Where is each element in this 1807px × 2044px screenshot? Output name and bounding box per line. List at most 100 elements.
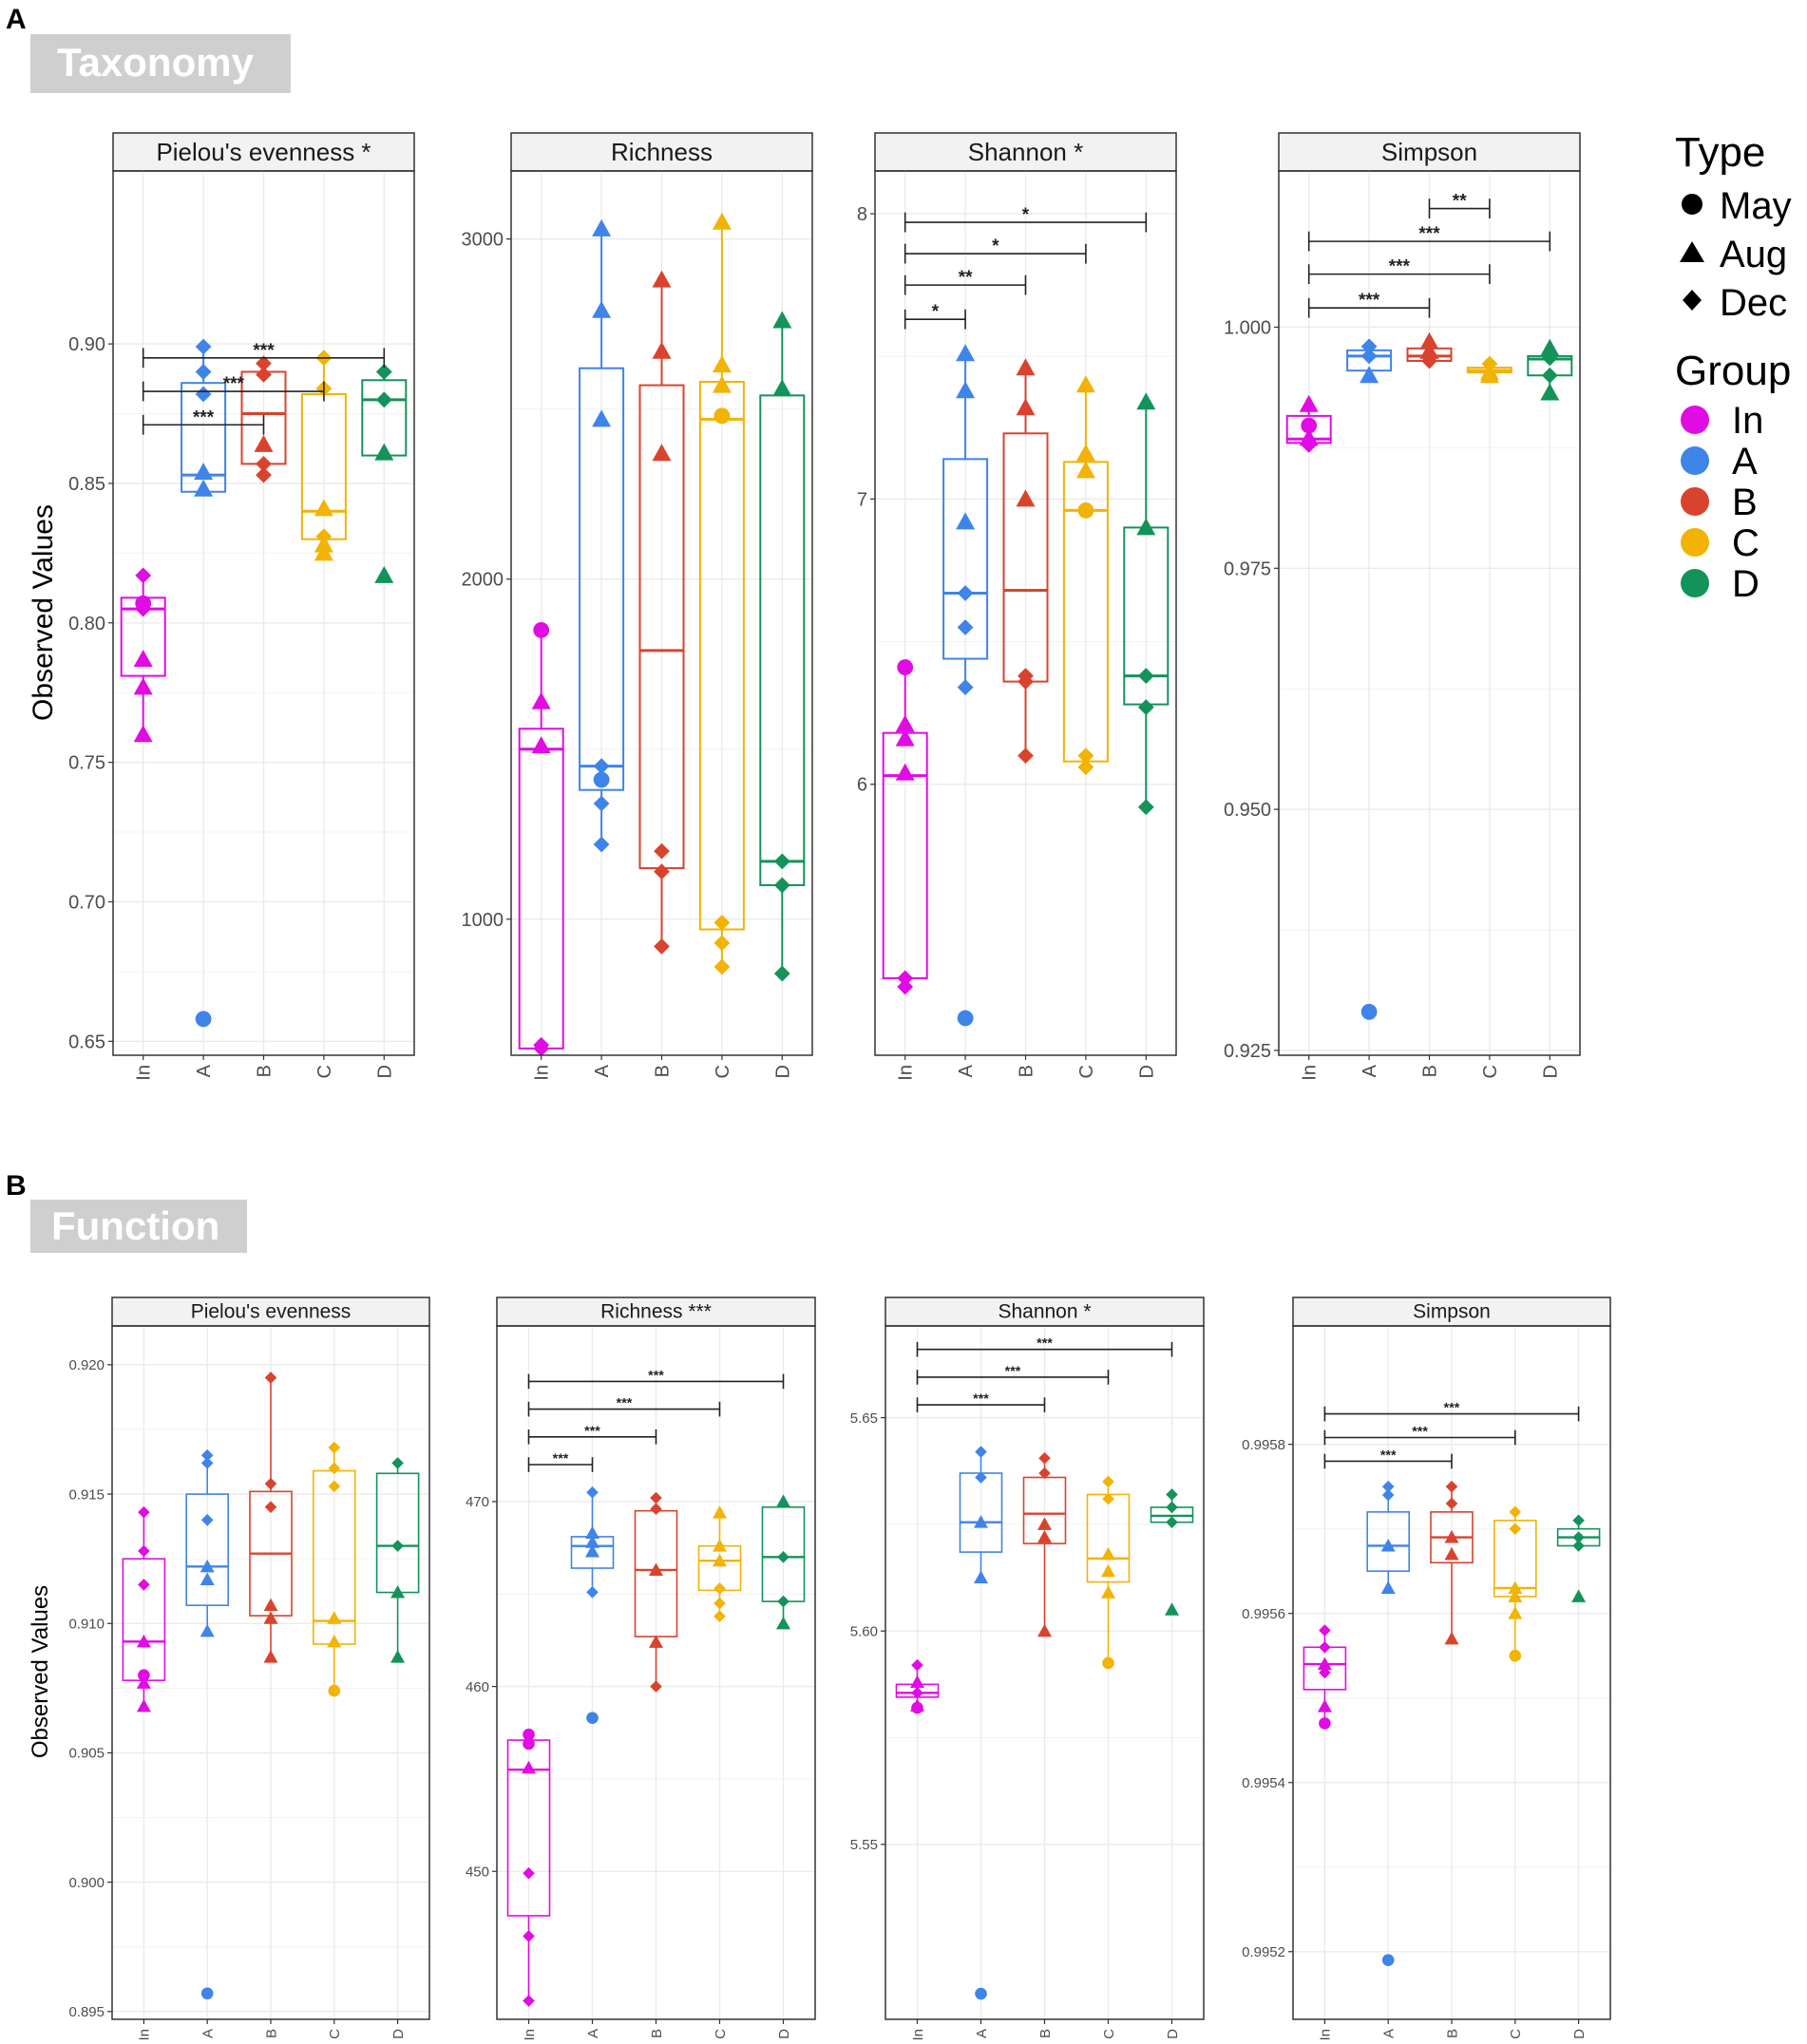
- panel-1: Pielou's evenness * 0.65 0.70 0.75 0.80 0.85 0…: [68, 132, 415, 1081]
- data-point-triangle: [772, 379, 792, 397]
- data-point-diamond: [654, 938, 670, 955]
- panel-strip: [884, 1296, 1205, 1327]
- data-point-diamond: [1038, 1451, 1051, 1465]
- y-tick-label: 0.900: [68, 1875, 105, 1891]
- data-point-diamond: [1360, 338, 1378, 355]
- data-point-diamond: [256, 466, 272, 483]
- data-point-triangle: [374, 565, 394, 583]
- data-point-diamond: [1509, 1523, 1522, 1535]
- data-point-triangle: [895, 763, 915, 781]
- y-tick-label: 0.920: [68, 1357, 105, 1373]
- data-point-triangle: [895, 714, 915, 732]
- data-point-diamond: [654, 842, 670, 860]
- y-tick-label: 0.915: [68, 1486, 105, 1503]
- data-point-triangle: [910, 1675, 924, 1689]
- data-point-diamond: [713, 914, 731, 931]
- data-point-triangle: [133, 677, 153, 695]
- data-point-triangle: [133, 649, 153, 667]
- data-point-circle: [138, 1669, 150, 1682]
- data-point-triangle: [390, 1650, 406, 1663]
- data-point-triangle: [194, 479, 214, 497]
- x-tick-label: B: [1037, 2029, 1054, 2038]
- data-point-diamond: [957, 679, 974, 695]
- x-tick-label: D: [776, 2029, 792, 2039]
- data-point-diamond: [773, 965, 790, 982]
- panel-8: Simpson 0.9952 0.9954 0.9956 0.9958 In A B C D ***…: [1242, 1296, 1611, 2041]
- data-point-diamond: [264, 1372, 277, 1384]
- legend-group-title: Group: [1675, 348, 1791, 394]
- data-point-triangle: [263, 1598, 278, 1612]
- data-point-triangle: [136, 1634, 151, 1648]
- data-point-diamond: [195, 386, 212, 403]
- data-point-diamond: [773, 853, 790, 870]
- significance-label: ***: [1037, 1336, 1053, 1352]
- data-point-circle: [1301, 417, 1318, 434]
- data-point-circle: [200, 1987, 214, 2000]
- data-point-diamond: [391, 1457, 404, 1469]
- x-tick-label: D: [772, 1065, 793, 1078]
- data-point-circle: [975, 1987, 987, 2000]
- data-point-triangle: [314, 499, 333, 517]
- panel-title: Shannon *: [968, 138, 1083, 166]
- data-point-triangle: [327, 1611, 342, 1624]
- data-point-circle: [195, 1011, 212, 1028]
- y-tick-label: 450: [466, 1864, 489, 1881]
- significance-label: ***: [1418, 224, 1440, 244]
- x-tick-label: B: [649, 2029, 665, 2038]
- data-point-triangle: [200, 1572, 215, 1585]
- y-tick-label: 8: [857, 204, 867, 225]
- panel-5: Pielou's evenness 0.895 0.900 0.905 0.910 0.9…: [68, 1296, 430, 2041]
- data-point-triangle: [649, 1562, 663, 1576]
- legend-group-c: C: [1732, 522, 1759, 564]
- legend-group-b: B: [1732, 482, 1758, 523]
- significance-label: *: [1022, 205, 1030, 225]
- data-point-diamond: [375, 391, 392, 408]
- panel-2: Richness 1000 2000 3000 In A B C D: [462, 132, 813, 1081]
- data-point-diamond: [897, 978, 914, 995]
- data-point-circle: [1360, 1003, 1378, 1020]
- y-tick-label: 2000: [462, 570, 504, 591]
- x-tick-label: B: [1444, 2029, 1460, 2038]
- data-point-diamond: [773, 877, 790, 894]
- data-point-triangle: [713, 1539, 727, 1552]
- data-point-triangle: [1075, 444, 1095, 462]
- data-point-diamond: [586, 1586, 599, 1599]
- x-tick-label: In: [1300, 1065, 1321, 1081]
- data-point-diamond: [375, 364, 392, 380]
- data-point-triangle: [374, 443, 394, 461]
- legend: Type May Aug Dec Group In A B C D: [1675, 129, 1792, 605]
- data-point-triangle: [1037, 1517, 1052, 1530]
- legend-c-dot-icon: [1681, 528, 1709, 557]
- data-point-diamond: [200, 1457, 214, 1469]
- x-tick-label: In: [532, 1065, 553, 1081]
- y-tick-label: 470: [466, 1494, 489, 1510]
- data-point-triangle: [652, 341, 672, 359]
- panel-title: Simpson: [1413, 1301, 1491, 1323]
- significance-label: *: [932, 302, 940, 322]
- data-point-triangle: [956, 512, 976, 530]
- data-point-diamond: [650, 1491, 662, 1505]
- significance-label: ***: [973, 1391, 989, 1407]
- panel-border: [111, 1325, 430, 2020]
- data-point-diamond: [523, 1995, 535, 2007]
- data-point-triangle: [1016, 489, 1036, 507]
- data-point-diamond: [328, 1462, 341, 1475]
- data-point-triangle: [1444, 1631, 1459, 1645]
- data-point-circle: [328, 1684, 341, 1697]
- data-point-diamond: [713, 1597, 726, 1610]
- x-tick-label: In: [1318, 2029, 1334, 2041]
- legend-type-title: Type: [1675, 129, 1765, 176]
- data-point-diamond: [713, 1610, 726, 1622]
- panel-title: Simpson: [1381, 138, 1477, 166]
- x-tick-label: In: [137, 2029, 153, 2041]
- data-point-diamond: [1572, 1531, 1585, 1543]
- data-point-triangle: [956, 381, 976, 399]
- data-point-triangle: [1037, 1623, 1052, 1637]
- significance-label: ***: [193, 407, 215, 427]
- data-point-diamond: [135, 567, 152, 584]
- data-point-diamond: [713, 1582, 726, 1595]
- data-point-diamond: [135, 600, 152, 617]
- data-point-diamond: [975, 1446, 987, 1458]
- data-point-triangle: [1444, 1530, 1459, 1543]
